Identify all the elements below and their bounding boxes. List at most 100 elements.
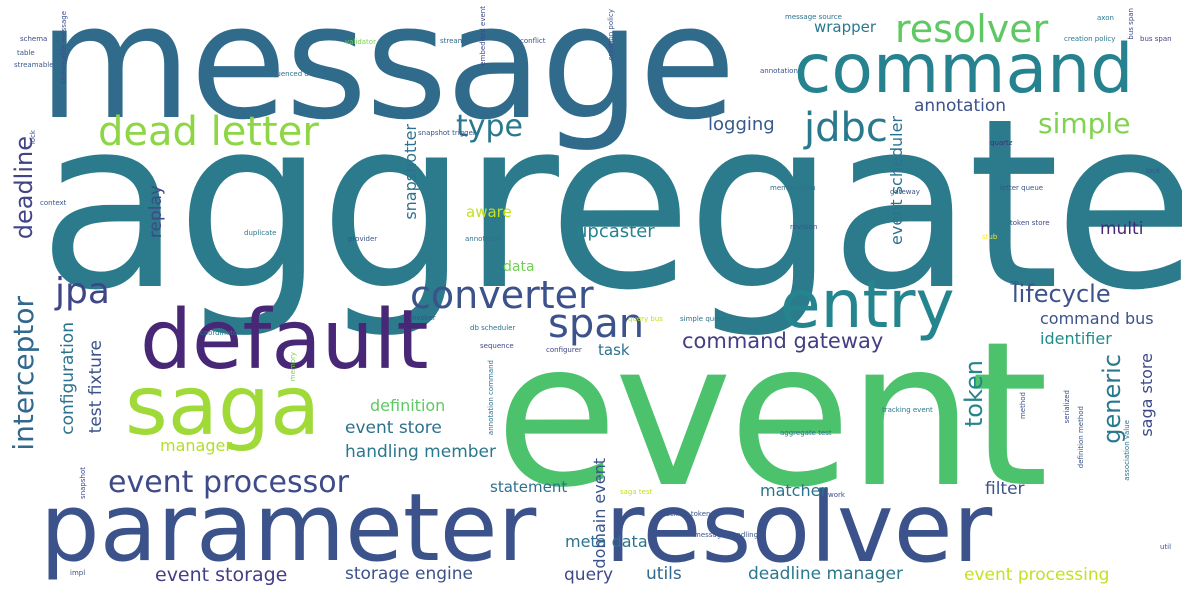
word-jdbc: jdbc — [804, 105, 888, 151]
word-entry: entry — [780, 266, 955, 343]
word-filter: filter — [985, 479, 1025, 499]
word-tiny: tracking event — [882, 406, 933, 414]
word-deadline: deadline — [10, 136, 38, 240]
word-event-scheduler: event scheduler — [887, 116, 906, 245]
word-tiny: memory — [289, 352, 297, 382]
word-generic: generic — [1098, 354, 1126, 444]
word-tiny: saga test — [620, 488, 653, 496]
word-task: task — [598, 341, 630, 359]
word-tiny: creation policy — [607, 9, 615, 61]
word-event-processor: event processor — [108, 465, 349, 500]
word-resolver-large: resolver — [605, 472, 993, 584]
word-tiny: table — [17, 49, 35, 57]
word-tiny: letter queue — [1000, 184, 1044, 192]
word-tiny: serialized — [1063, 390, 1071, 424]
word-tiny: configurer — [546, 346, 582, 354]
word-tiny: memoization — [770, 184, 816, 192]
word-utils: utils — [646, 564, 682, 584]
word-tiny: snapshot — [79, 467, 87, 499]
word-replay: replay — [146, 185, 166, 239]
word-tiny: util — [1160, 543, 1172, 551]
word-tiny: provider — [348, 235, 378, 243]
word-query: query — [564, 565, 614, 585]
word-snapshotter: snapshotter — [401, 124, 420, 220]
word-definition: definition — [370, 396, 446, 415]
word-storage-engine: storage engine — [345, 564, 473, 584]
word-converter: converter — [410, 273, 594, 317]
word-tiny: annotation command — [487, 360, 495, 436]
word-tiny: query bus — [628, 315, 663, 323]
word-event-storage: event storage — [155, 564, 288, 586]
word-tiny: message handling — [694, 531, 759, 539]
word-tiny: lock — [1146, 167, 1161, 175]
word-span: span — [548, 301, 645, 347]
word-identifier: identifier — [1040, 329, 1112, 348]
word-saga-store: saga store — [1137, 353, 1156, 437]
word-test-fixture: test fixture — [86, 340, 106, 434]
word-jpa: jpa — [55, 271, 110, 312]
word-simple: simple — [1038, 107, 1131, 140]
word-matcher: matcher — [760, 481, 828, 500]
word-event-store: event store — [345, 418, 442, 438]
word-tiny: sequenced dead — [264, 70, 322, 78]
word-command-gateway: command gateway — [682, 329, 884, 353]
word-tiny: annotation — [760, 67, 798, 75]
word-tiny: impl — [70, 569, 86, 577]
word-configuration: configuration — [58, 322, 78, 435]
word-tiny: simple query — [680, 315, 726, 323]
word-tiny: invoker — [410, 314, 436, 322]
word-tiny: gateway — [890, 188, 920, 196]
word-tiny: streamable — [14, 61, 54, 69]
word-tiny: creation policy — [1064, 35, 1116, 43]
word-tiny: sequence — [480, 342, 514, 350]
word-parameter: parameter — [40, 474, 537, 583]
word-command-bus: command bus — [1040, 309, 1154, 328]
word-tiny: association value — [1123, 420, 1131, 481]
word-data: data — [503, 259, 535, 275]
word-tiny: message source — [785, 13, 842, 21]
word-tiny: db scheduler — [470, 324, 516, 332]
word-tiny: quartz — [990, 139, 1013, 147]
word-event-processing: event processing — [964, 565, 1110, 585]
word-tiny: definition method — [1077, 406, 1085, 469]
word-tiny: lock — [29, 130, 37, 145]
word-tiny: revision — [790, 223, 818, 231]
word-logging: logging — [708, 114, 775, 135]
word-tiny: bus span — [1127, 8, 1135, 40]
word-statement: statement — [490, 478, 568, 496]
word-tiny: axon — [1097, 14, 1114, 22]
word-interceptor: interceptor — [7, 296, 40, 451]
word-token: token — [960, 360, 988, 428]
word-saga: saga — [125, 359, 321, 454]
word-tiny: stream — [440, 37, 465, 45]
word-aware: aware — [466, 203, 512, 221]
word-tiny: coordinator — [200, 329, 241, 337]
word-wrapper: wrapper — [814, 18, 877, 36]
word-domain-event: domain event — [590, 458, 609, 569]
word-tiny: method — [1019, 392, 1027, 420]
word-meta-data: meta data — [565, 532, 648, 551]
word-tiny: embedded event — [479, 6, 487, 66]
word-upcaster: upcaster — [576, 221, 655, 242]
word-tiny: context — [40, 199, 67, 207]
word-tiny: annotated — [465, 235, 501, 243]
word-tiny: aggregate test — [780, 429, 832, 437]
word-tiny: ap — [1010, 279, 1019, 287]
word-aggregate: aggregate — [38, 69, 1182, 342]
word-tiny: stub — [982, 233, 998, 241]
word-event: event — [495, 299, 1049, 532]
word-default: default — [140, 293, 429, 388]
word-handling-member: handling member — [345, 442, 496, 462]
word-tiny: duplicate — [244, 229, 277, 237]
word-tiny: work — [828, 491, 845, 499]
word-resolver-medium: resolver — [895, 7, 1049, 51]
word-lifecycle: lifecycle — [1012, 280, 1111, 308]
word-dead-letter: dead letter — [98, 109, 319, 155]
word-annotation: annotation — [914, 96, 1007, 116]
word-multi: multi — [1100, 219, 1144, 239]
word-tiny: bus span — [1140, 35, 1172, 43]
word-tiny: snapshot trigger — [418, 129, 476, 137]
word-tiny: streamable message — [60, 11, 68, 85]
word-manager: manager — [160, 436, 232, 455]
